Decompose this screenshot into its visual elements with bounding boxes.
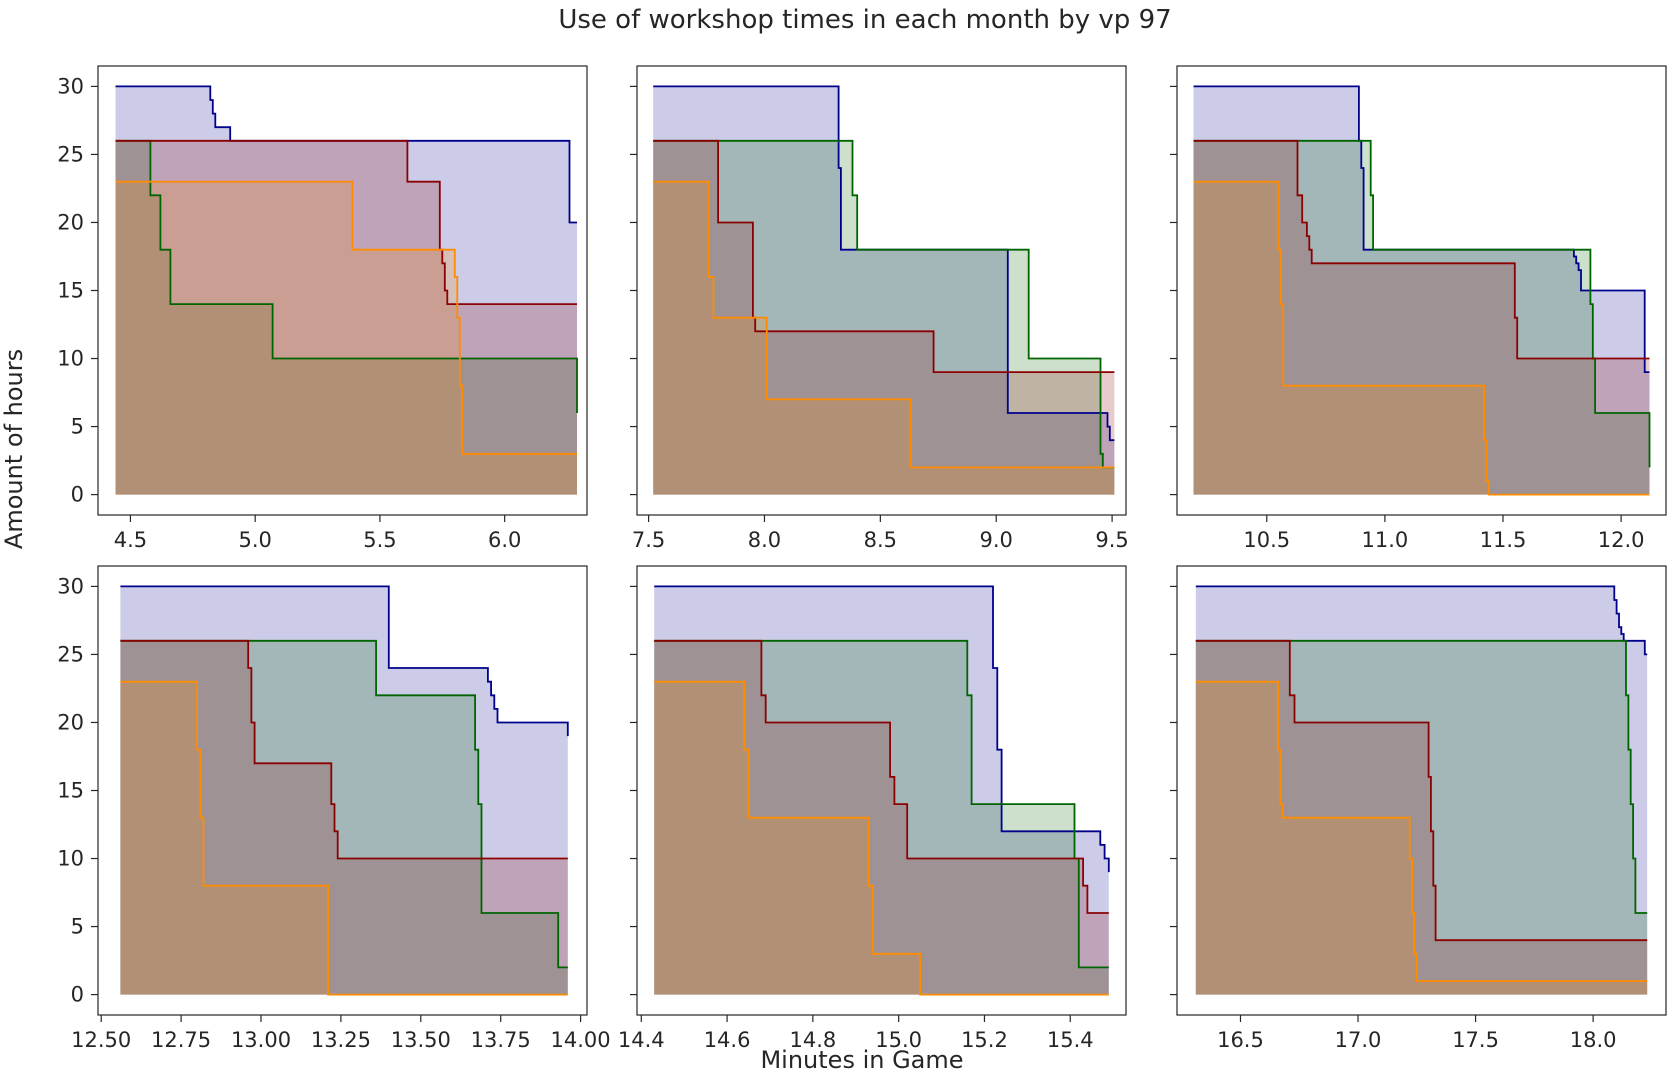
panel-3-x-tick-label-3: 11.5 [1480, 528, 1527, 552]
panel-6-series-2-area [1195, 640, 1648, 995]
panel-2-series-2-area [653, 140, 1115, 495]
panel-2-series-2-line [653, 139, 1115, 469]
panel-6-series-1-area [1195, 586, 1648, 995]
panel-5: 14.4 14.6 14.8 15.0 15.2 15.4 [618, 565, 1127, 1052]
panel-4-y-tick-label-3: 10 [57, 847, 84, 871]
panel-4: 12.50 12.75 13.00 13.25 13.50 13.75 14.00 0 5 10 1… [57, 565, 611, 1052]
panel-6-series-2-line [1195, 639, 1648, 914]
panel-6-series-1-line [1195, 585, 1648, 656]
panel-5-x-tick-label-4: 15.0 [875, 1028, 922, 1052]
panel-4-y-tick-label-4: 15 [57, 779, 84, 803]
panel-3: 10.5 11.0 11.5 12.0 [1170, 65, 1667, 552]
panel-4-x-tick-label-3: 13.00 [231, 1028, 291, 1052]
panel-4-y-tick-label-2: 5 [71, 915, 84, 939]
panel-5-x-tick-label-2: 14.6 [704, 1028, 751, 1052]
panel-1-y-tick-label-2: 5 [71, 415, 84, 439]
panel-1-y-tick-label-5: 20 [57, 210, 84, 234]
panel-2: 7.5 8.0 8.5 9.0 9.5 [630, 65, 1129, 552]
panel-3-series-3-area [1193, 140, 1650, 495]
panel-2-series-4-line [653, 180, 1115, 469]
panel-4-y-tick-label-5: 20 [57, 710, 84, 734]
panel-4-series-4-line [120, 680, 568, 996]
panel-3-series-4-line [1193, 180, 1650, 496]
panel-6-x-tick-label-3: 17.5 [1452, 1028, 1499, 1052]
panel-6-series-3-line [1195, 639, 1648, 942]
panel-1-series-3-line [115, 139, 577, 305]
y-axis-label: Amount of hours [0, 349, 28, 549]
panel-5-series-4-line [654, 680, 1109, 996]
panel-5-x-tick-label-3: 14.8 [789, 1028, 836, 1052]
panel-6-x-tick-label-1: 16.5 [1217, 1028, 1264, 1052]
panel-4-x-tick-label-2: 12.75 [151, 1028, 211, 1052]
panel-1-series-1-line [115, 85, 577, 224]
panel-3-series-4-area [1193, 181, 1650, 495]
panel-3-series-2-line [1193, 139, 1651, 468]
panel-1-y-tick-label-4: 15 [57, 279, 84, 303]
panel-6-series-3-area [1195, 640, 1648, 995]
panel-5-series-1-line [654, 585, 1110, 873]
panel-6-series-4-line [1195, 680, 1648, 982]
panel-4-series-2-area [120, 640, 568, 995]
x-axis-label: Minutes in Game [760, 1046, 963, 1074]
panel-3-x-tick-label-1: 10.5 [1243, 528, 1290, 552]
panel-4-series-4-area [120, 681, 568, 995]
panel-2-x-tick-label-2: 8.0 [748, 528, 781, 552]
panel-3-series-3-line [1193, 139, 1650, 360]
panel-4-series-1-line [120, 585, 569, 737]
panel-4-y-tick-label-1: 0 [71, 983, 84, 1007]
panel-1-x-tick-label-4: 6.0 [488, 528, 521, 552]
panel-1-x-tick-label-2: 5.0 [238, 528, 271, 552]
panel-1-x-tick-label-1: 4.5 [114, 528, 147, 552]
panel-6-series-4-area [1195, 681, 1648, 995]
panel-4-series-3-area [120, 640, 568, 995]
panel-1-y-tick-label-1: 0 [71, 483, 84, 507]
panel-1-y-tick-label-3: 10 [57, 347, 84, 371]
panel-1-series-4-line [115, 180, 577, 455]
panel-4-x-tick-label-7: 14.00 [551, 1028, 611, 1052]
panel-5-x-tick-label-1: 14.4 [618, 1028, 665, 1052]
panel-4-x-tick-label-6: 13.75 [471, 1028, 531, 1052]
panel-1-y-tick-label-7: 30 [57, 74, 84, 98]
panel-5-series-1-area [654, 586, 1109, 995]
panel-4-y-tick-label-7: 30 [57, 574, 84, 598]
panel-6: 16.5 17.0 17.5 18.0 [1170, 565, 1667, 1052]
panel-4-y-tick-label-6: 25 [57, 642, 84, 666]
panel-1: 4.5 5.0 5.5 6.0 0 5 10 15 20 25 30 [57, 65, 588, 552]
panel-2-series-4-area [653, 181, 1115, 495]
panel-3-series-1-area [1193, 86, 1650, 495]
panel-6-x-tick-label-2: 17.0 [1335, 1028, 1382, 1052]
panel-4-series-3-line [120, 639, 568, 860]
panel-4-x-tick-label-4: 13.25 [311, 1028, 371, 1052]
panel-2-series-1-area [653, 86, 1115, 495]
panel-1-y-tick-label-6: 25 [57, 142, 84, 166]
panel-6-x-tick-label-4: 18.0 [1570, 1028, 1617, 1052]
panel-1-x-tick-label-3: 5.5 [363, 528, 396, 552]
panel-5-series-4-area [654, 681, 1109, 995]
panel-5-series-3-area [654, 640, 1109, 995]
panel-2-series-1-line [653, 85, 1115, 442]
panel-5-x-tick-label-5: 15.2 [961, 1028, 1008, 1052]
panel-4-series-2-line [120, 639, 568, 969]
panel-5-series-3-line [654, 639, 1109, 914]
panel-3-x-tick-label-2: 11.0 [1362, 528, 1409, 552]
panel-2-x-tick-label-3: 8.5 [864, 528, 897, 552]
panel-3-x-tick-label-4: 12.0 [1598, 528, 1645, 552]
panel-4-x-tick-label-5: 13.50 [391, 1028, 451, 1052]
panel-5-series-2-line [654, 639, 1109, 969]
panel-2-series-3-area [653, 140, 1115, 495]
panel-4-x-tick-label-1: 12.50 [71, 1028, 131, 1052]
panel-2-x-tick-label-1: 7.5 [632, 528, 665, 552]
panel-2-x-tick-label-5: 9.5 [1095, 528, 1128, 552]
panel-5-series-2-area [654, 640, 1109, 995]
panel-1-series-2-line [115, 139, 578, 413]
panel-2-x-tick-label-4: 9.0 [980, 528, 1013, 552]
panel-4-series-1-area [120, 586, 568, 995]
panel-5-x-tick-label-6: 15.4 [1047, 1028, 1094, 1052]
figure-title: Use of workshop times in each month by v… [558, 5, 1171, 35]
